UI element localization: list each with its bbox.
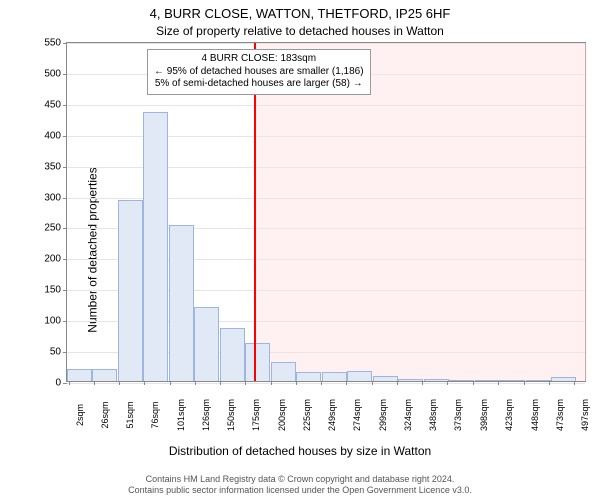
xtick-label: 348sqm <box>422 399 438 431</box>
xtick-label: 274sqm <box>346 399 362 431</box>
xtick-mark <box>195 381 196 385</box>
xtick-label: 497sqm <box>574 399 590 431</box>
ytick-label: 0 <box>55 378 67 389</box>
bar <box>296 372 321 381</box>
xtick-mark <box>94 381 95 385</box>
xtick-mark <box>144 381 145 385</box>
bar <box>271 362 296 381</box>
ytick-label: 350 <box>44 161 67 172</box>
ytick-label: 100 <box>44 316 67 327</box>
xtick-mark <box>321 381 322 385</box>
ytick-label: 250 <box>44 223 67 234</box>
xtick-label: 249sqm <box>321 399 337 431</box>
xtick-mark <box>549 381 550 385</box>
ytick-label: 550 <box>44 38 67 49</box>
footer-line-1: Contains HM Land Registry data © Crown c… <box>0 474 600 485</box>
bar <box>67 369 92 381</box>
bar <box>551 377 576 381</box>
xtick-mark <box>296 381 297 385</box>
xtick-mark <box>524 381 525 385</box>
xtick-label: 175sqm <box>245 399 261 431</box>
xtick-label: 2sqm <box>69 404 85 426</box>
ytick-label: 450 <box>44 99 67 110</box>
xtick-label: 473sqm <box>549 399 565 431</box>
xtick-mark <box>397 381 398 385</box>
chart-container: 4, BURR CLOSE, WATTON, THETFORD, IP25 6H… <box>0 0 600 500</box>
xtick-mark <box>473 381 474 385</box>
bar <box>92 369 117 381</box>
ytick-label: 400 <box>44 130 67 141</box>
bar <box>449 380 474 381</box>
plot-area: 0501001502002503003504004505005502sqm26s… <box>66 42 586 382</box>
xtick-mark <box>498 381 499 385</box>
xtick-label: 126sqm <box>195 399 211 431</box>
footer-line-2: Contains public sector information licen… <box>0 485 600 496</box>
xtick-mark <box>245 381 246 385</box>
bar <box>194 307 219 381</box>
bar <box>169 225 194 381</box>
bar <box>398 379 423 381</box>
xtick-label: 299sqm <box>372 399 388 431</box>
xtick-label: 448sqm <box>524 399 540 431</box>
bar <box>143 112 168 381</box>
xtick-mark <box>69 381 70 385</box>
ytick-label: 300 <box>44 192 67 203</box>
bar <box>373 376 398 381</box>
xtick-label: 398sqm <box>473 399 489 431</box>
ytick-label: 500 <box>44 68 67 79</box>
bar <box>118 200 143 381</box>
ytick-label: 50 <box>50 347 67 358</box>
annotation-line: ← 95% of detached houses are smaller (1,… <box>154 66 364 79</box>
bar <box>220 328 245 381</box>
xtick-mark <box>119 381 120 385</box>
bar <box>475 380 500 381</box>
xtick-label: 423sqm <box>498 399 514 431</box>
xtick-mark <box>422 381 423 385</box>
xtick-mark <box>346 381 347 385</box>
bar <box>245 343 270 381</box>
bar <box>322 372 347 381</box>
footer-attribution: Contains HM Land Registry data © Crown c… <box>0 474 600 497</box>
xtick-label: 26sqm <box>94 401 110 428</box>
bar <box>424 379 449 381</box>
annotation-box: 4 BURR CLOSE: 183sqm← 95% of detached ho… <box>147 49 371 95</box>
xtick-label: 51sqm <box>119 401 135 428</box>
bar <box>347 371 372 381</box>
annotation-line: 5% of semi-detached houses are larger (5… <box>154 78 364 91</box>
xtick-mark <box>447 381 448 385</box>
xtick-mark <box>170 381 171 385</box>
x-axis-label: Distribution of detached houses by size … <box>0 444 600 458</box>
annotation-line: 4 BURR CLOSE: 183sqm <box>154 53 364 66</box>
ytick-label: 150 <box>44 285 67 296</box>
xtick-label: 150sqm <box>220 399 236 431</box>
xtick-label: 324sqm <box>397 399 413 431</box>
bar <box>500 380 525 381</box>
xtick-label: 225sqm <box>296 399 312 431</box>
xtick-mark <box>574 381 575 385</box>
chart-title-main: 4, BURR CLOSE, WATTON, THETFORD, IP25 6H… <box>0 6 600 21</box>
xtick-label: 200sqm <box>271 399 287 431</box>
xtick-mark <box>220 381 221 385</box>
xtick-label: 373sqm <box>447 399 463 431</box>
xtick-label: 76sqm <box>144 401 160 428</box>
xtick-mark <box>271 381 272 385</box>
xtick-mark <box>372 381 373 385</box>
ytick-label: 200 <box>44 254 67 265</box>
chart-title-sub: Size of property relative to detached ho… <box>0 24 600 38</box>
xtick-label: 101sqm <box>170 399 186 431</box>
bar <box>526 380 551 381</box>
